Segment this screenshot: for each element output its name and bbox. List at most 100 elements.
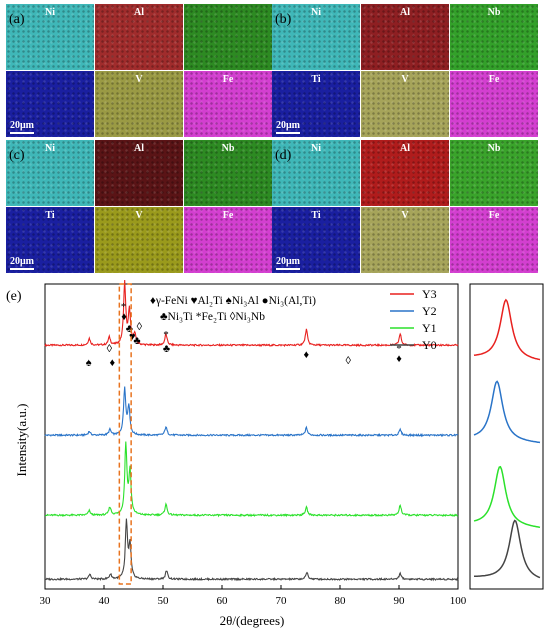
peak-marker: ◊ — [107, 343, 113, 355]
zoom-peak-y2 — [473, 380, 541, 444]
x-tick-label: 60 — [217, 595, 229, 607]
peak-marker: ◊ — [346, 355, 352, 367]
eds-tile — [184, 4, 272, 70]
eds-tile: Ni (b) — [272, 4, 360, 70]
element-label: Ni — [311, 143, 321, 154]
element-label: V — [401, 74, 409, 85]
element-label: Nb — [487, 7, 501, 18]
peak-marker: ♦ — [304, 349, 310, 361]
element-label: Ti — [311, 210, 321, 221]
eds-panel-3: Ni (c) Al Nb Ti 20μm V Fe — [6, 140, 276, 274]
element-label: Al — [400, 143, 410, 154]
legend-label: Y3 — [422, 287, 437, 301]
x-axis-label: 2θ/(degrees) — [220, 613, 285, 628]
legend-label: Y1 — [422, 321, 437, 335]
eds-tile: Ti 20μm — [6, 207, 94, 273]
series-line-y1 — [44, 441, 459, 518]
peak-marker: ♣ — [133, 335, 140, 347]
phase-legend-line2: ♣Ni₃Ti *Fe₂Ti ◊Ni₃Nb — [160, 311, 265, 323]
x-tick-label: 40 — [99, 595, 111, 607]
x-tick-label: 30 — [40, 595, 52, 607]
zoom-peak-y0 — [474, 519, 541, 579]
element-label: V — [135, 210, 143, 221]
x-tick-label: 70 — [276, 595, 288, 607]
eds-tile: Al — [361, 140, 449, 206]
eds-tile: V — [95, 71, 183, 137]
peak-marker: * — [396, 343, 402, 355]
scale-bar: 20μm — [10, 120, 34, 134]
eds-tile: Al — [361, 4, 449, 70]
panel-tag: (a) — [9, 12, 25, 27]
highlight-box — [118, 283, 132, 585]
scale-bar: 20μm — [10, 256, 34, 270]
y-axis-label: Intensity(a.u.) — [14, 404, 29, 477]
peak-marker: * — [163, 329, 169, 341]
peak-marker: ♥ — [129, 331, 136, 343]
element-label: Ni — [45, 7, 55, 18]
eds-tile: Ti 20μm — [272, 207, 360, 273]
zoom-frame — [469, 283, 544, 590]
series-line-y3 — [44, 280, 459, 348]
eds-tile: Nb — [184, 140, 272, 206]
peak-marker: ♠ — [86, 357, 92, 369]
phase-legend-line1: ♦γ-FeNi ♥Al₂Ti ♠Ni₃Al ●Ni₃(Al,Ti) — [150, 295, 316, 307]
plot-frame — [44, 283, 459, 590]
panel-tag-e: (e) — [6, 289, 22, 304]
peak-marker: ♦ — [109, 357, 115, 369]
zoom-peak-y1 — [473, 465, 541, 528]
eds-tile: Nb — [450, 4, 538, 70]
eds-tile: V — [361, 71, 449, 137]
eds-tile: V — [361, 207, 449, 273]
series-line-y2 — [44, 386, 459, 438]
element-label: Ni — [45, 143, 55, 154]
eds-tile: Fe — [450, 207, 538, 273]
element-label: Fe — [222, 74, 234, 85]
scale-bar: 20μm — [276, 256, 300, 270]
eds-tile: Nb — [450, 140, 538, 206]
element-label: V — [135, 74, 143, 85]
peak-marker: ◊ — [137, 321, 143, 333]
element-label: Ni — [311, 7, 321, 18]
element-label: Al — [400, 7, 410, 18]
peak-marker: ♦ — [121, 311, 127, 323]
element-label: Nb — [487, 143, 501, 154]
series-line-y0 — [44, 518, 459, 582]
eds-tile: Fe — [450, 71, 538, 137]
eds-tile: Ni (a) — [6, 4, 94, 70]
eds-tile: Al — [95, 140, 183, 206]
element-label: Fe — [222, 210, 234, 221]
panel-tag: (d) — [275, 148, 292, 163]
panel-tag: (b) — [275, 12, 292, 27]
element-label: V — [401, 210, 409, 221]
eds-tile: 20μm — [6, 71, 94, 137]
eds-tile: Ni (c) — [6, 140, 94, 206]
peak-marker: ♣ — [163, 343, 170, 355]
element-label: Al — [134, 7, 144, 18]
element-label: Ti — [45, 210, 55, 221]
peak-marker: ♦ — [396, 353, 402, 365]
peak-marker: * — [121, 301, 127, 313]
element-label: Fe — [488, 74, 500, 85]
eds-tile: Ni (d) — [272, 140, 360, 206]
peak-marker: ♣ — [126, 323, 133, 335]
eds-panel-2: Ni (b) Al Nb Ti 20μm V Fe — [272, 4, 542, 138]
xrd-chart: (e) 30 40 50 60 70 80 90 100 *♦♣♥♣◊♠◊♦*♣ ♦ ◊*♦ Y3… — [6, 280, 544, 628]
eds-tile: Fe — [184, 71, 272, 137]
element-label: Fe — [488, 210, 500, 221]
element-label: Ti — [311, 74, 321, 85]
eds-tile: Al — [95, 4, 183, 70]
scale-bar: 20μm — [276, 120, 300, 134]
legend-label: Y2 — [422, 304, 437, 318]
legend-label: Y0 — [422, 338, 437, 352]
element-label: Nb — [221, 143, 235, 154]
x-tick-label: 50 — [158, 595, 170, 607]
eds-panel-1: Ni (a) Al 20μm V Fe — [6, 4, 276, 138]
eds-tile: V — [95, 207, 183, 273]
eds-panel-4: Ni (d) Al Nb Ti 20μm V Fe — [272, 140, 542, 274]
x-tick-label: 100 — [450, 595, 467, 607]
eds-tile: Fe — [184, 207, 272, 273]
panel-tag: (c) — [9, 148, 25, 163]
x-tick-label: 80 — [335, 595, 347, 607]
zoom-peak-y3 — [473, 298, 541, 361]
eds-tile: Ti 20μm — [272, 71, 360, 137]
